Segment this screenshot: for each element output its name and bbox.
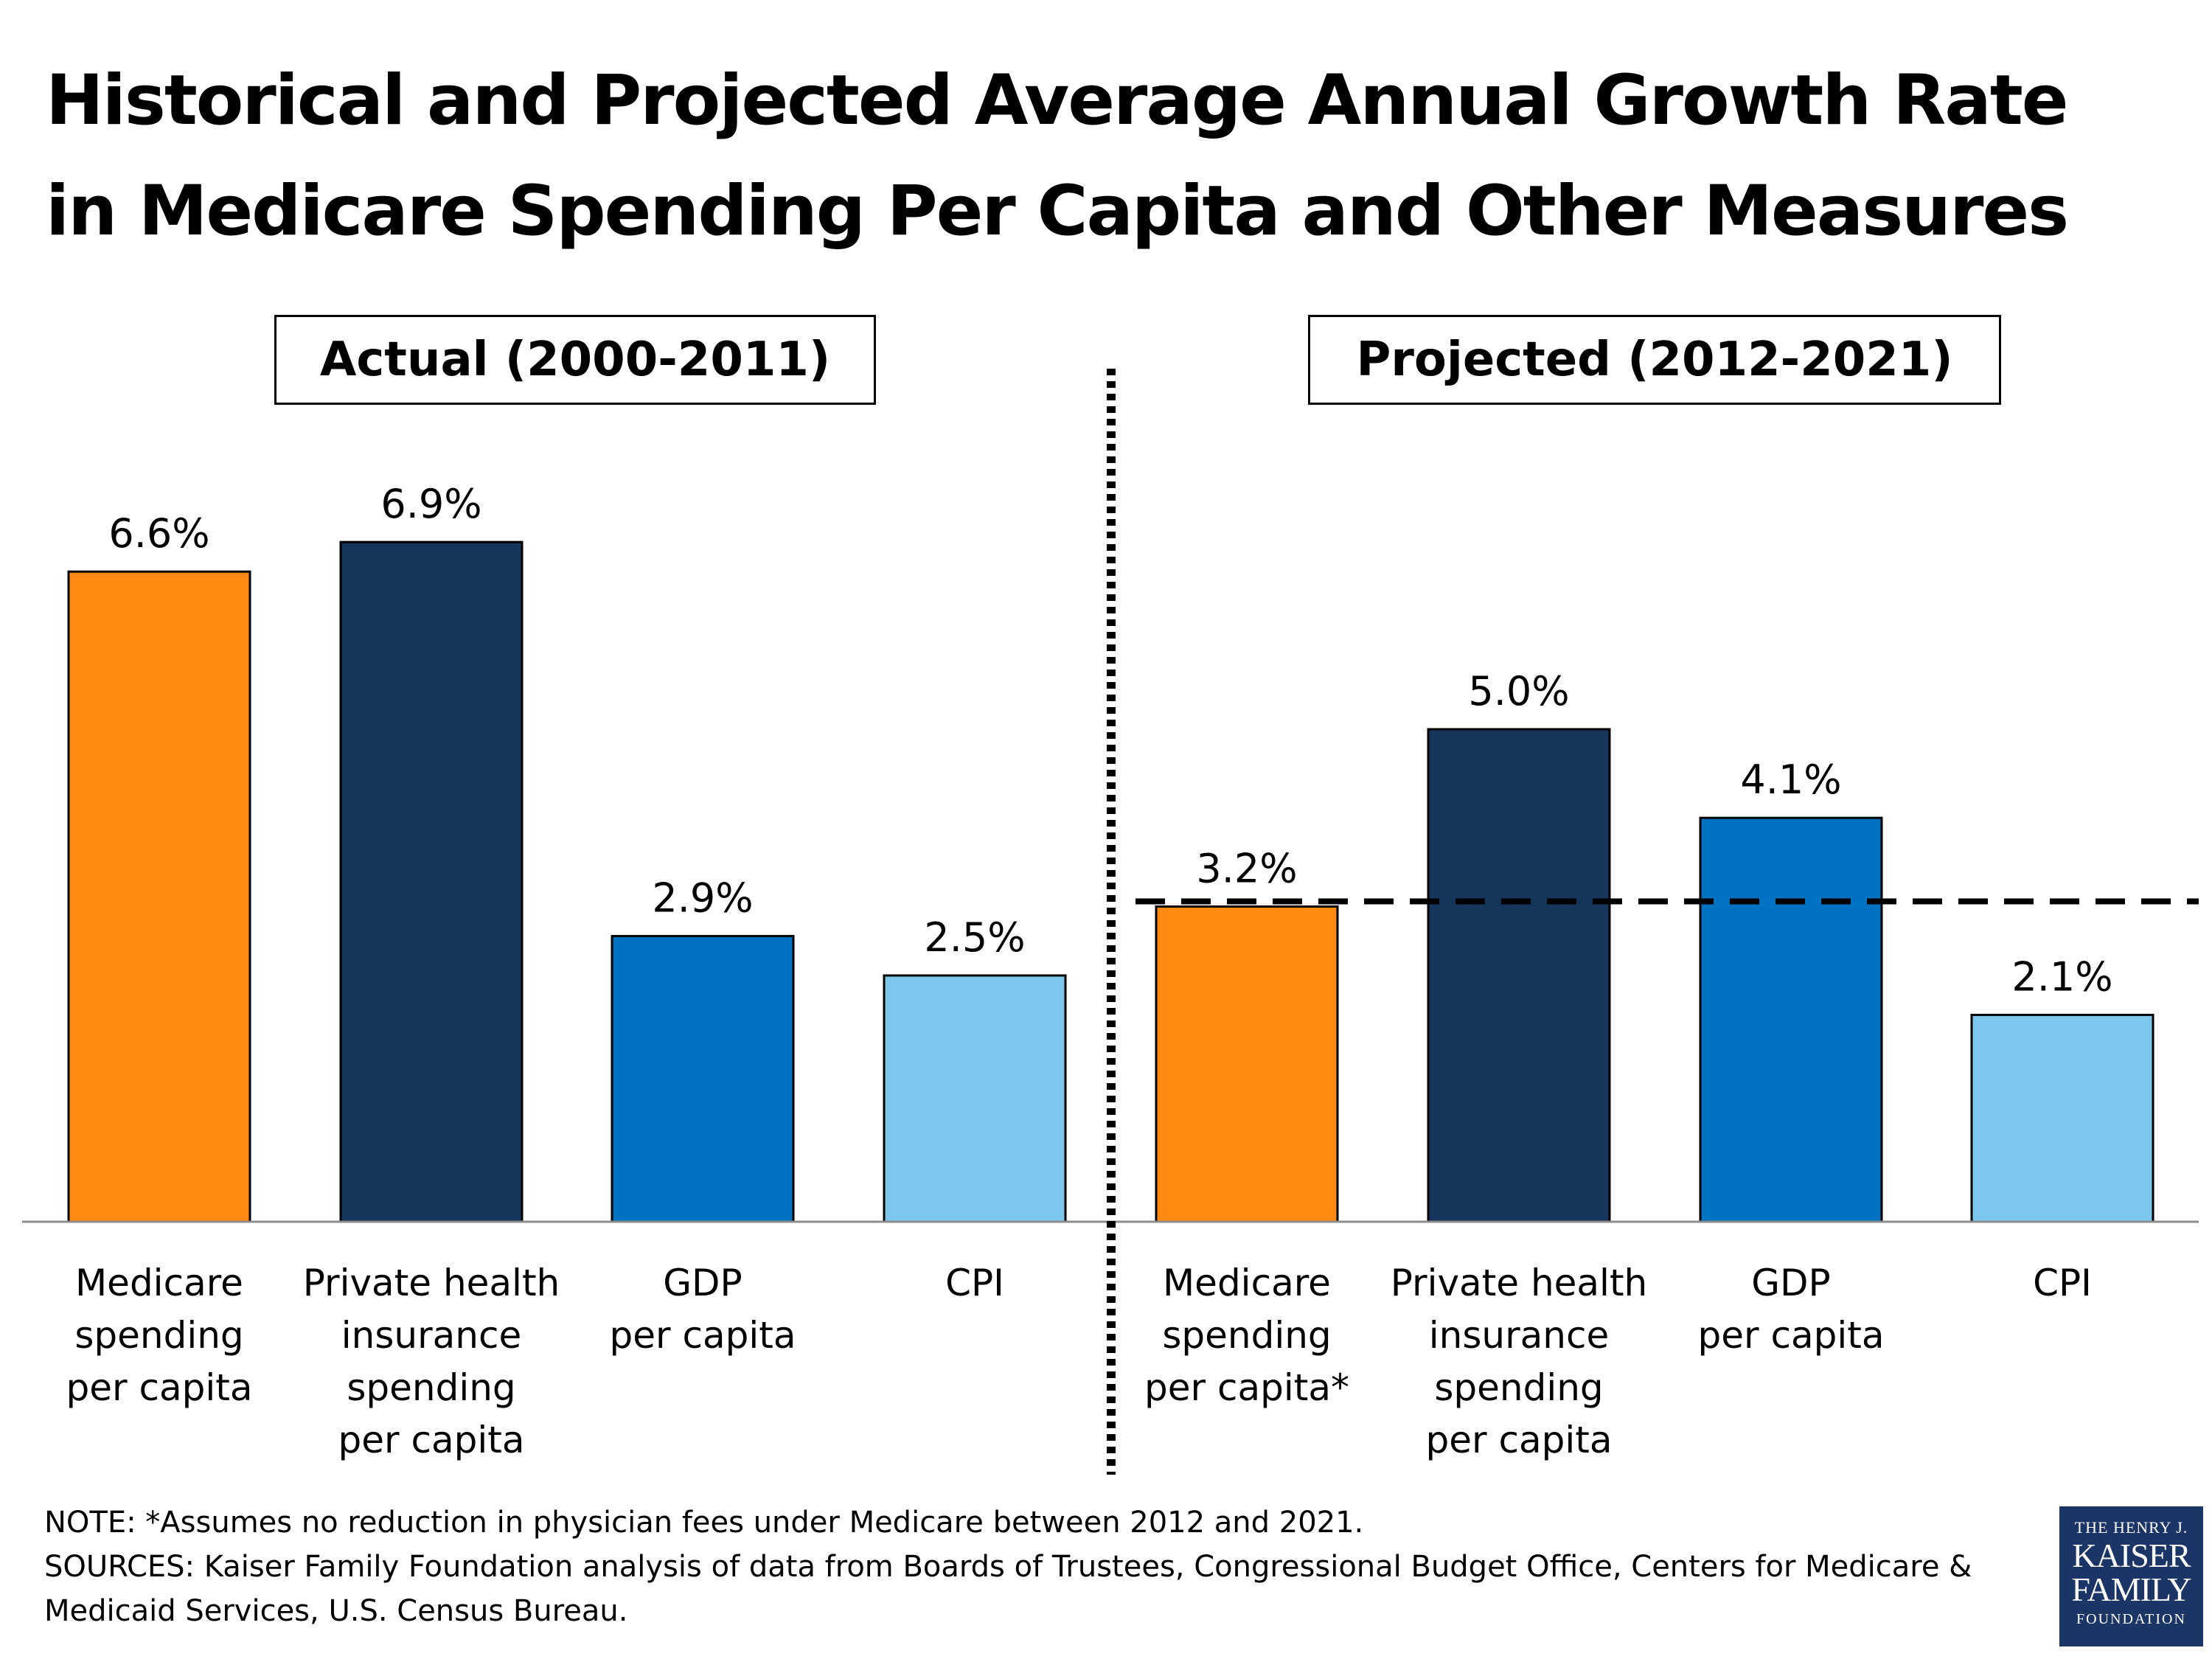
bar-actual-gdp (611, 935, 795, 1223)
value-label: 3.2% (1196, 845, 1297, 891)
bar-projected-medicare (1155, 905, 1339, 1223)
bar-actual-cpi (883, 974, 1067, 1223)
note-text: NOTE: *Assumes no reduction in physician… (44, 1506, 1364, 1540)
logo-line-3: FAMILY (2071, 1571, 2191, 1608)
category-label: Private health insurance spending per capit… (303, 1262, 560, 1461)
value-label: 2.1% (2011, 953, 2112, 1000)
sources-text-line-1: SOURCES: Kaiser Family Foundation analys… (44, 1550, 1972, 1584)
chart-title-line-2: in Medicare Spending Per Capita and Othe… (46, 171, 2069, 251)
bar-chart: 6.6% Medicare spending per capita 6.9% Privat… (22, 369, 2199, 1475)
category-label: GDP per capita (610, 1262, 796, 1357)
bar-projected-private (1427, 728, 1611, 1223)
category-label: GDP per capita (1698, 1262, 1885, 1357)
bar-actual-private (339, 540, 524, 1223)
category-label: CPI (2033, 1262, 2092, 1304)
value-label: 4.1% (1740, 757, 1841, 803)
category-label: Private health insurance spending per capit… (1391, 1262, 1648, 1461)
logo-line-1: THE HENRY J. (2074, 1518, 2188, 1537)
chart-title-line-1: Historical and Projected Average Annual … (46, 60, 2069, 141)
logo-line-2: KAISER (2072, 1537, 2191, 1574)
chart-title: Historical and Projected Average Annual … (46, 46, 2184, 267)
section-label-projected: Projected (2012-2021) (1308, 315, 2001, 405)
category-label: Medicare spending per capita (66, 1262, 253, 1409)
value-label: 2.9% (652, 875, 753, 922)
section-label-actual: Actual (2000-2011) (274, 315, 876, 405)
category-label: CPI (945, 1262, 1004, 1304)
value-label: 2.5% (924, 914, 1025, 961)
kaiser-family-foundation-logo: THE HENRY J. KAISER FAMILY FOUNDATION (2059, 1506, 2203, 1646)
bar-projected-cpi (1970, 1013, 2154, 1223)
value-label: 6.9% (380, 481, 481, 527)
footnotes: NOTE: *Assumes no reduction in physician… (44, 1500, 2035, 1633)
sources-text-line-2: Medicaid Services, U.S. Census Bureau. (44, 1594, 628, 1628)
category-label: Medicare spending per capita* (1144, 1262, 1349, 1409)
bar-actual-medicare (67, 570, 251, 1223)
logo-line-4: FOUNDATION (2076, 1611, 2186, 1627)
value-label: 5.0% (1468, 668, 1569, 714)
value-label: 6.6% (108, 510, 209, 557)
bar-projected-gdp (1699, 816, 1883, 1223)
